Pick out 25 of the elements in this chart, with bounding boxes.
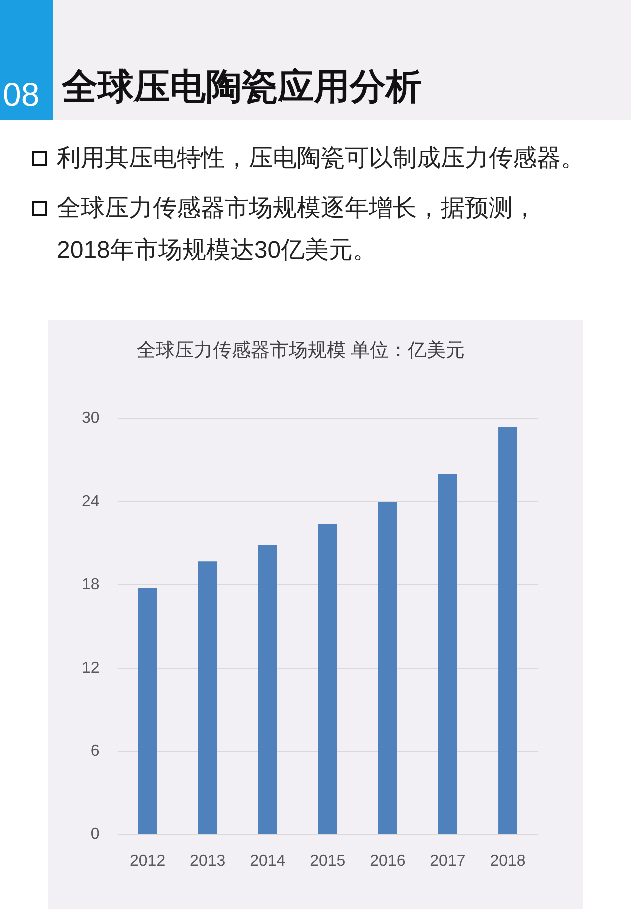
x-tick-label: 2016 (370, 852, 406, 870)
x-tick-label: 2017 (430, 852, 466, 870)
bar (318, 524, 338, 834)
text: 全球压电陶瓷应用分析 (62, 66, 422, 108)
x-tick-label: 2014 (250, 852, 286, 870)
bar (198, 562, 218, 834)
bar (138, 588, 158, 834)
number-tab: 08 (0, 0, 53, 120)
bar (438, 474, 458, 834)
bar (258, 544, 278, 834)
x-tick-label: 2012 (130, 852, 166, 870)
x-tick-label: 2013 (190, 852, 226, 870)
x-tick-label: 2018 (490, 852, 526, 870)
text: 全球压力传感器市场规模逐年增长，据预测，2018年市场规模达30亿美元。 (57, 195, 537, 264)
y-tick-label: 24 (82, 493, 100, 510)
y-tick-label: 18 (82, 576, 100, 594)
y-tick-label: 12 (82, 660, 100, 677)
y-tick-label: 6 (90, 743, 100, 760)
y-tick-label: 0 (90, 826, 100, 844)
bar (378, 502, 398, 834)
text: 利用其压电特性，压电陶瓷可以制成压力传感器。 (57, 145, 585, 172)
x-tick-label: 2015 (310, 852, 346, 870)
y-tick-label: 30 (82, 410, 100, 428)
chart-title: 全球压力传感器市场规模 单位：亿美元 (136, 340, 466, 362)
bar (498, 427, 518, 834)
